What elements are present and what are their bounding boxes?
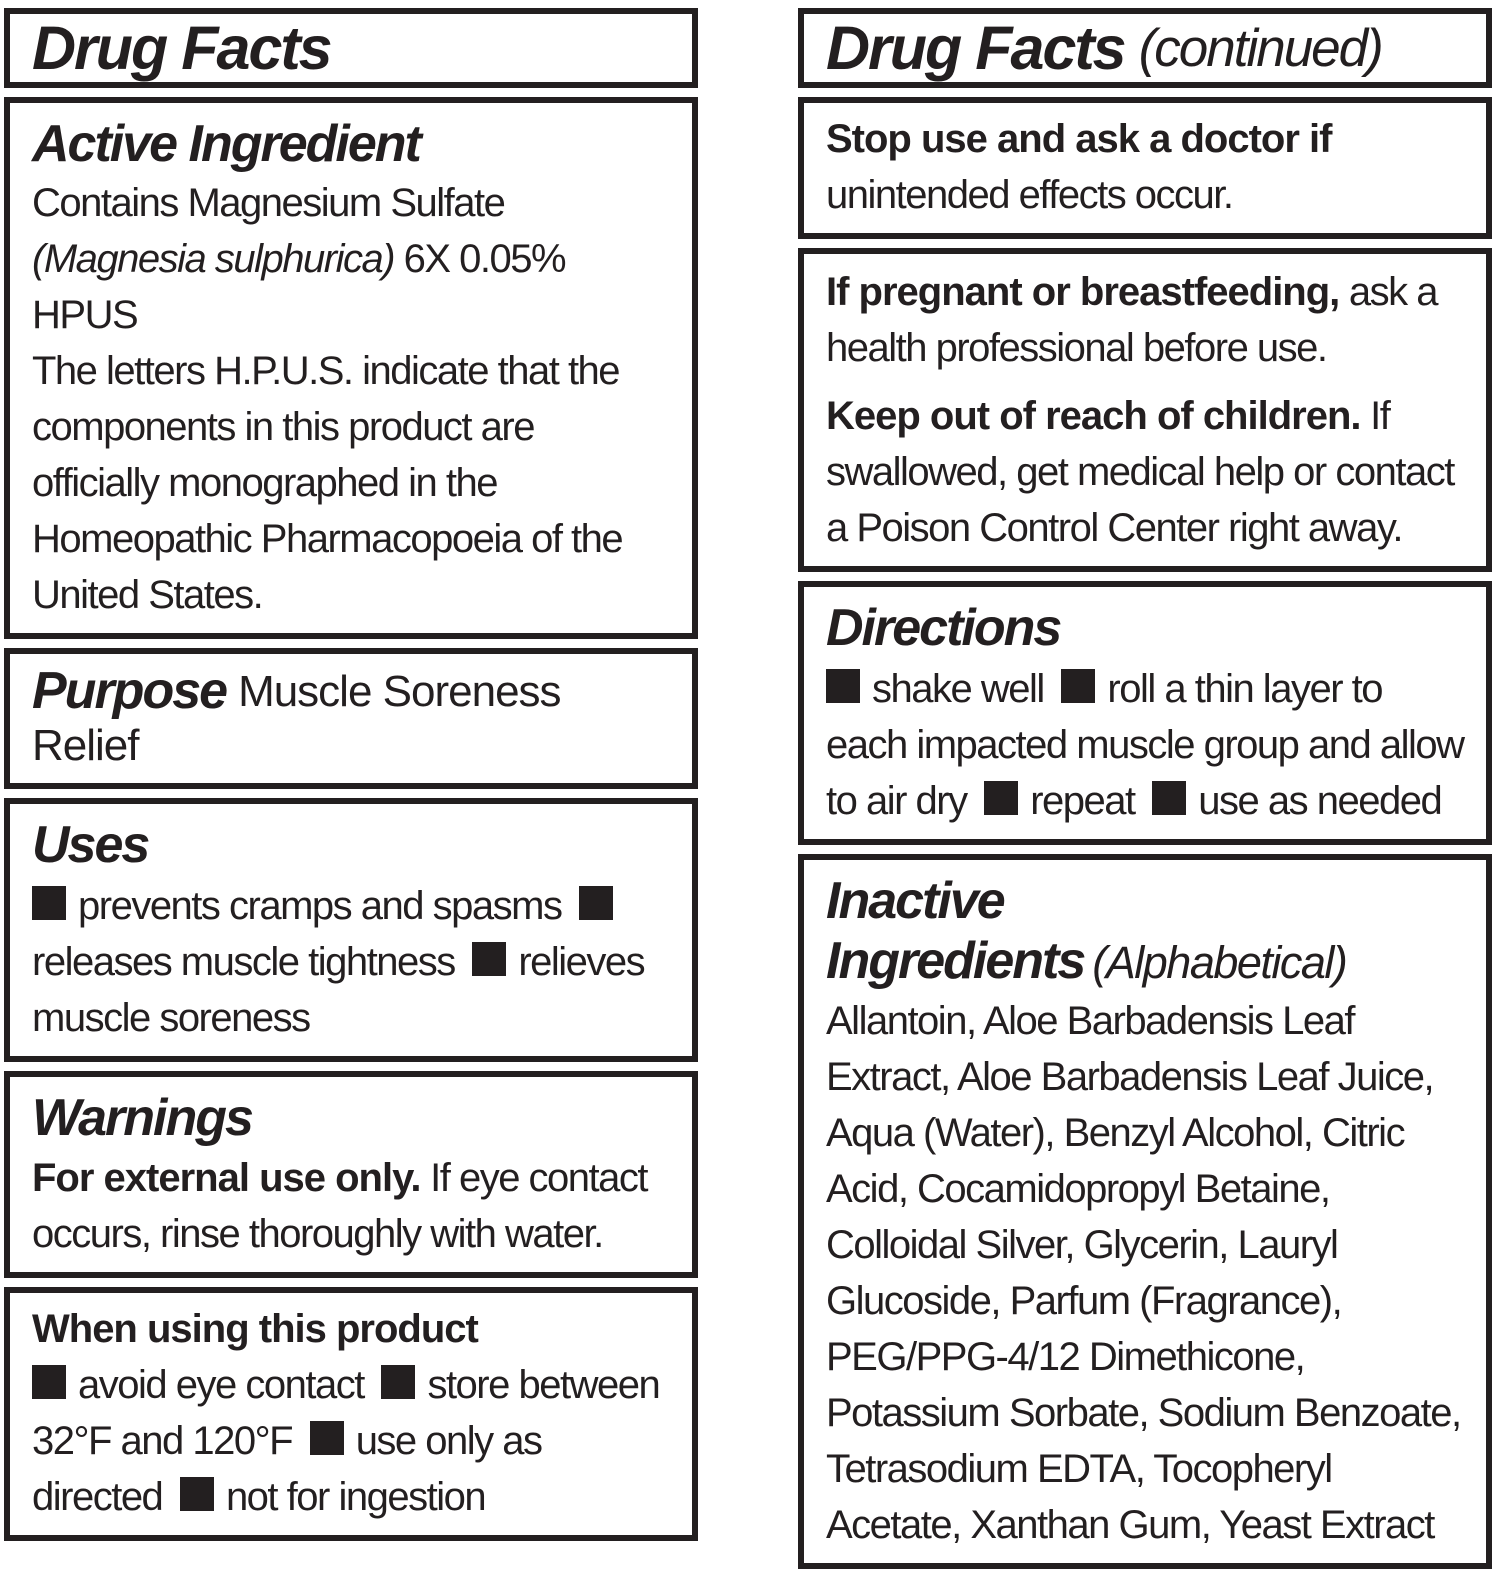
bullet-square-icon [1061,668,1096,703]
continued-label: (continued) [1138,18,1384,78]
pregnancy-paragraph: If pregnant or breastfeeding, ask a heal… [826,264,1464,376]
stop-use-text: unintended effects occur. [826,173,1234,218]
directions-item-text: roll a thin layer to each impacted muscl… [826,666,1465,823]
uses-item-text: releases muscle tightness [32,939,456,984]
when-using-item-text: avoid eye contact [78,1363,365,1408]
when-using-item: not for ingestion [179,1475,487,1520]
uses-item: relieves muscle soreness [32,939,646,1040]
warnings-heading: Warnings [32,1088,254,1147]
directions-item: use as needed [1152,778,1443,823]
directions-heading: Directions [826,599,1062,658]
stop-use-bold-lead: Stop use and ask a doctor if [826,117,1332,162]
uses-section: Uses prevents cramps and spasms releases… [4,797,698,1062]
when-using-section: When using this product avoid eye contac… [4,1287,698,1542]
directions-item-text: repeat [1030,778,1136,823]
uses-item: prevents cramps and spasms [32,883,563,928]
purpose-text: Muscle Soreness Relief [32,666,562,770]
directions-section: Directions shake well roll a thin layer … [798,581,1492,845]
drug-facts-panel-left: Drug Facts Active Ingredient Contains Ma… [4,8,698,1550]
directions-item: repeat [984,778,1136,823]
directions-item: roll a thin layer to each impacted muscl… [826,666,1465,823]
bullet-square-icon [579,885,614,920]
uses-heading: Uses [32,815,150,874]
bullet-square-icon [984,780,1019,815]
inactive-ingredients-section: Inactive Ingredients (Alphabetical) Allan… [798,853,1492,1570]
bullet-square-icon [179,1477,214,1512]
warnings-body: For external use only. If eye contact oc… [32,1150,670,1262]
active-ingredient-line1: Contains Magnesium Sulfate [32,180,506,225]
inactive-ingredients-list: Allantoin, Aloe Barbadensis Leaf Extract… [826,999,1462,1548]
external-use-text: If eye contact occurs, rinse thoroughly … [32,1156,649,1257]
right-title-section: Drug Facts (continued) [798,8,1492,89]
drug-facts-panel-right: Drug Facts (continued) Stop use and ask … [798,8,1492,1578]
active-ingredient-body: Contains Magnesium Sulfate (Magnesia sul… [32,175,670,623]
bullet-square-icon [1152,780,1187,815]
keep-out-bold-lead: Keep out of reach of children. [826,394,1362,439]
potency-text: 6X 0.05% HPUS [32,236,567,337]
bullet-square-icon [32,1365,66,1400]
active-ingredient-section: Active Ingredient Contains Magnesium Sul… [4,97,698,639]
drug-facts-title-continued: Drug Facts [826,14,1127,82]
bullet-square-icon [309,1421,344,1456]
stop-use-body: Stop use and ask a doctor if unintended … [826,111,1464,223]
purpose-section: Purpose Muscle Soreness Relief [4,647,698,789]
directions-item-text: use as needed [1198,778,1442,823]
when-using-body: When using this product avoid eye contac… [32,1301,670,1525]
pregnancy-keepout-section: If pregnant or breastfeeding, ask a heal… [798,248,1492,573]
bullet-square-icon [826,668,860,703]
active-ingredient-line2: (Magnesia sulphurica) 6X 0.05% HPUS [32,231,670,343]
drug-facts-title: Drug Facts [32,14,333,82]
warnings-section: Warnings For external use only. If eye c… [4,1070,698,1279]
bullet-square-icon [472,941,507,976]
bullet-square-icon [381,1365,416,1400]
left-title-section: Drug Facts [4,8,698,89]
keep-out-paragraph: Keep out of reach of children. If swallo… [826,388,1464,556]
pregnancy-bold-lead: If pregnant or breastfeeding, [826,270,1340,315]
stop-use-section: Stop use and ask a doctor if unintended … [798,97,1492,240]
directions-item-text: shake well [872,666,1045,711]
when-using-item-text: not for ingestion [225,1475,487,1520]
active-ingredient-heading: Active Ingredient [32,115,422,174]
when-using-item: avoid eye contact [32,1363,365,1408]
when-using-heading: When using this product [32,1307,479,1352]
purpose-line: Purpose Muscle Soreness Relief [32,662,670,773]
drug-facts-label: Drug Facts Active Ingredient Contains Ma… [4,8,1492,1570]
directions-list: shake well roll a thin layer to each imp… [826,661,1465,829]
inactive-ingredients-heading: Inactive Ingredients (Alphabetical) [826,868,1464,992]
directions-item: shake well [826,666,1045,711]
keep-out-text: If swallowed, get medical help or contac… [826,394,1455,551]
uses-item-text: relieves muscle soreness [32,939,646,1040]
inactive-ingredients-heading-text: Inactive Ingredients [826,871,1086,990]
alphabetical-label: (Alphabetical) [1092,936,1348,988]
uses-item: releases muscle tightness [32,884,625,984]
external-use-bold-lead: For external use only. [32,1156,421,1201]
uses-list: prevents cramps and spasms releases musc… [32,878,670,1046]
purpose-heading: Purpose [32,661,228,720]
pregnancy-text: ask a health professional before use. [826,270,1439,371]
bullet-square-icon [32,885,66,920]
latin-name: (Magnesia sulphurica) [32,236,396,281]
uses-item-text: prevents cramps and spasms [78,883,563,928]
hpus-explanation: The letters H.P.U.S. indicate that the c… [32,348,624,617]
